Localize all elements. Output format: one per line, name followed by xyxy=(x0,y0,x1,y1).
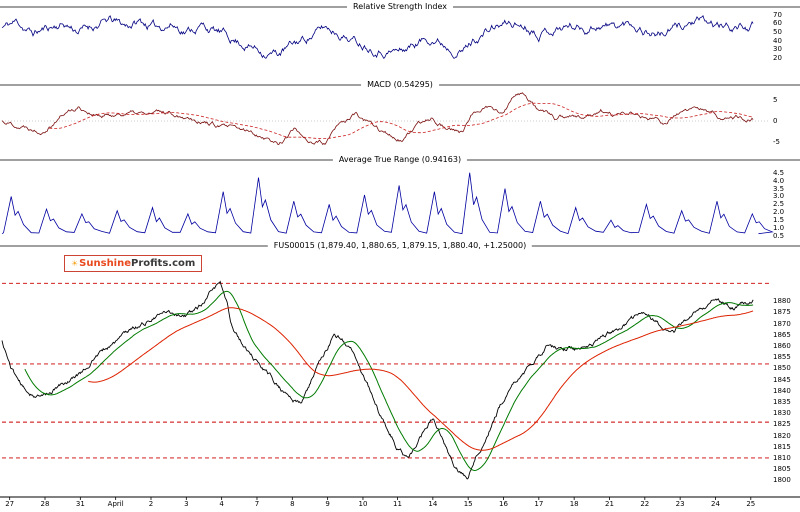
macd-signal-line xyxy=(49,102,754,140)
macd-line xyxy=(1,92,754,146)
rsi-line xyxy=(1,15,754,59)
atr-line xyxy=(1,172,774,235)
ma-slow-line xyxy=(88,307,754,451)
price-line xyxy=(1,280,754,480)
ma-fast-line xyxy=(24,290,754,472)
